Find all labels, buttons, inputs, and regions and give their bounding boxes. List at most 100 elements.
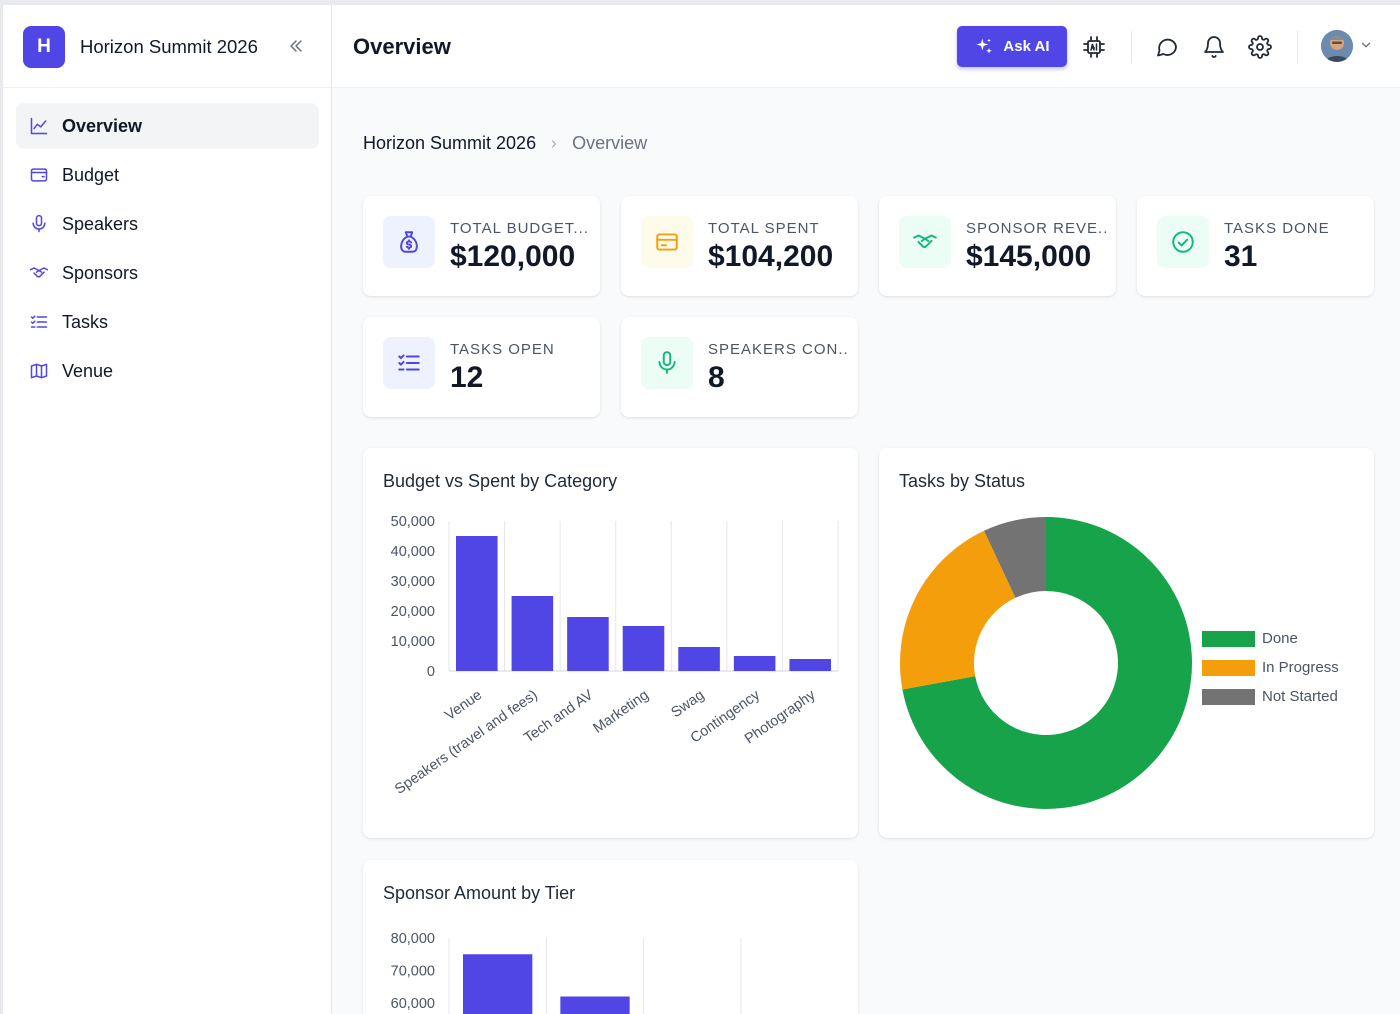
y-tick-label: 40,000 bbox=[391, 544, 435, 560]
list-check-icon bbox=[398, 354, 420, 371]
sidebar-item-label: Sponsors bbox=[62, 262, 139, 283]
kpi-label: TASKS DONE bbox=[1224, 220, 1330, 237]
gear-icon[interactable] bbox=[1248, 35, 1272, 59]
donut-slice[interactable] bbox=[902, 517, 1192, 809]
app-logo[interactable]: H bbox=[23, 26, 65, 68]
sidebar-item-tasks[interactable]: Tasks bbox=[16, 299, 319, 345]
bar[interactable] bbox=[511, 596, 554, 671]
kpi-card-total-spent: TOTAL SPENT $104,200 bbox=[621, 196, 858, 296]
sidebar-item-label: Speakers bbox=[62, 213, 139, 234]
breadcrumb-root-link[interactable]: Horizon Summit 2026 bbox=[363, 133, 537, 153]
legend-item-done[interactable]: Done bbox=[1202, 624, 1339, 653]
y-tick-label: 30,000 bbox=[391, 574, 435, 590]
page-title: Overview bbox=[353, 34, 451, 59]
sidebar-item-label: Budget bbox=[62, 164, 120, 185]
header-divider bbox=[1297, 31, 1298, 63]
wallet-icon bbox=[30, 168, 48, 182]
avatar-image bbox=[1321, 30, 1353, 62]
app-window: H Horizon Summit 2026 Overview Budget Sp… bbox=[3, 5, 1400, 1014]
ask-ai-button[interactable]: Ask AI bbox=[957, 26, 1067, 67]
kpi-value: 12 bbox=[450, 361, 484, 394]
bell-icon[interactable] bbox=[1202, 35, 1226, 59]
y-tick-label: 10,000 bbox=[391, 634, 435, 650]
ask-ai-label: Ask AI bbox=[1003, 38, 1050, 55]
y-tick-label: 20,000 bbox=[391, 604, 435, 620]
legend-label: Done bbox=[1262, 630, 1298, 647]
x-tick-label: Marketing bbox=[590, 687, 651, 737]
check-circle-icon bbox=[1172, 231, 1194, 253]
kpi-card-total-budget: TOTAL BUDGET... $120,000 bbox=[363, 196, 600, 296]
kpi-card-tasks-open: TASKS OPEN 12 bbox=[363, 317, 600, 417]
bar[interactable] bbox=[560, 996, 630, 1014]
breadcrumb-current: Overview bbox=[572, 133, 648, 153]
legend-swatch bbox=[1202, 659, 1255, 676]
collapse-sidebar-icon[interactable] bbox=[286, 36, 306, 56]
sidebar-item-label: Tasks bbox=[62, 311, 109, 332]
legend-label: Not Started bbox=[1262, 688, 1338, 705]
bar[interactable] bbox=[463, 954, 533, 1014]
kpi-value: $120,000 bbox=[450, 240, 576, 273]
microphone-icon bbox=[658, 351, 676, 374]
x-tick-label: Venue bbox=[442, 687, 485, 724]
sidebar-item-label: Overview bbox=[62, 115, 143, 136]
sparkles-icon bbox=[976, 38, 993, 54]
bar[interactable] bbox=[456, 536, 498, 671]
sponsor-bar-chart: 60,000 70,000 80,000 bbox=[391, 931, 742, 1014]
budget-chart-card: Budget vs Spent by Category 0 10,000 20,00… bbox=[363, 448, 858, 838]
kpi-icon-box bbox=[641, 337, 693, 389]
bar[interactable] bbox=[567, 617, 609, 671]
kpi-icon-box bbox=[899, 216, 951, 268]
sidebar-item-venue[interactable]: Venue bbox=[16, 348, 319, 394]
bar[interactable] bbox=[622, 626, 665, 671]
y-tick-label: 70,000 bbox=[391, 964, 435, 980]
sidebar-item-sponsors[interactable]: Sponsors bbox=[16, 250, 319, 296]
kpi-label: TASKS OPEN bbox=[450, 341, 555, 358]
kpi-icon-box bbox=[641, 216, 693, 268]
money-bag-icon bbox=[400, 231, 418, 253]
chart-title: Budget vs Spent by Category bbox=[383, 471, 618, 491]
sidebar-item-speakers[interactable]: Speakers bbox=[16, 201, 319, 247]
top-header: Overview Ask AI bbox=[332, 5, 1400, 88]
legend-label: In Progress bbox=[1262, 659, 1339, 676]
bar[interactable] bbox=[733, 656, 776, 671]
chart-title: Tasks by Status bbox=[899, 471, 1026, 491]
breadcrumb: Horizon Summit 2026 Overview bbox=[363, 133, 647, 154]
handshake-icon bbox=[913, 234, 937, 249]
sidebar-item-budget[interactable]: Budget bbox=[16, 152, 319, 198]
budget-bar-chart: 010,00020,00030,00040,00050,000VenueSpea… bbox=[391, 514, 839, 798]
sidebar-item-overview[interactable]: Overview bbox=[16, 103, 319, 149]
list-check-icon bbox=[30, 315, 48, 328]
bar[interactable] bbox=[789, 659, 831, 671]
legend-swatch bbox=[1202, 630, 1255, 647]
kpi-card-sponsor-revenue: SPONSOR REVE... $145,000 bbox=[879, 196, 1116, 296]
kpi-label: TOTAL BUDGET... bbox=[450, 220, 589, 237]
donut-slice[interactable] bbox=[900, 530, 1016, 690]
y-tick-label: 50,000 bbox=[391, 514, 435, 530]
chevron-down-icon[interactable] bbox=[1359, 38, 1373, 52]
avatar[interactable] bbox=[1321, 30, 1353, 62]
y-tick-label: 80,000 bbox=[391, 931, 435, 947]
credit-card-icon bbox=[656, 233, 678, 251]
handshake-icon bbox=[29, 267, 49, 278]
bar[interactable] bbox=[678, 647, 720, 671]
tasks-chart-card: Tasks by Status Done In Progress Not Sta… bbox=[879, 448, 1374, 838]
brand-bar: H Horizon Summit 2026 bbox=[3, 5, 331, 88]
sidebar-nav: Overview Budget Speakers Sponsors Tasks … bbox=[16, 103, 319, 397]
donut-slice[interactable] bbox=[984, 517, 1046, 598]
legend-item-not-started[interactable]: Not Started bbox=[1202, 682, 1339, 711]
chart-line-icon bbox=[30, 117, 48, 135]
y-tick-label: 0 bbox=[427, 664, 435, 680]
header-divider bbox=[1131, 31, 1132, 63]
app-name: Horizon Summit 2026 bbox=[80, 36, 258, 57]
kpi-label: SPEAKERS CON... bbox=[708, 341, 848, 358]
legend-item-in-progress[interactable]: In Progress bbox=[1202, 653, 1339, 682]
chat-icon[interactable] bbox=[1155, 35, 1179, 59]
ai-chip-icon[interactable] bbox=[1082, 35, 1106, 59]
x-tick-label: Swag bbox=[668, 687, 707, 721]
microphone-icon bbox=[32, 214, 46, 233]
chart-legend: Done In Progress Not Started bbox=[1202, 624, 1339, 711]
kpi-value: 31 bbox=[1224, 240, 1258, 273]
sponsor-chart-card: Sponsor Amount by Tier 60,000 70,000 80,00… bbox=[363, 860, 858, 1014]
kpi-label: TOTAL SPENT bbox=[708, 220, 820, 237]
chart-title: Sponsor Amount by Tier bbox=[383, 883, 576, 903]
